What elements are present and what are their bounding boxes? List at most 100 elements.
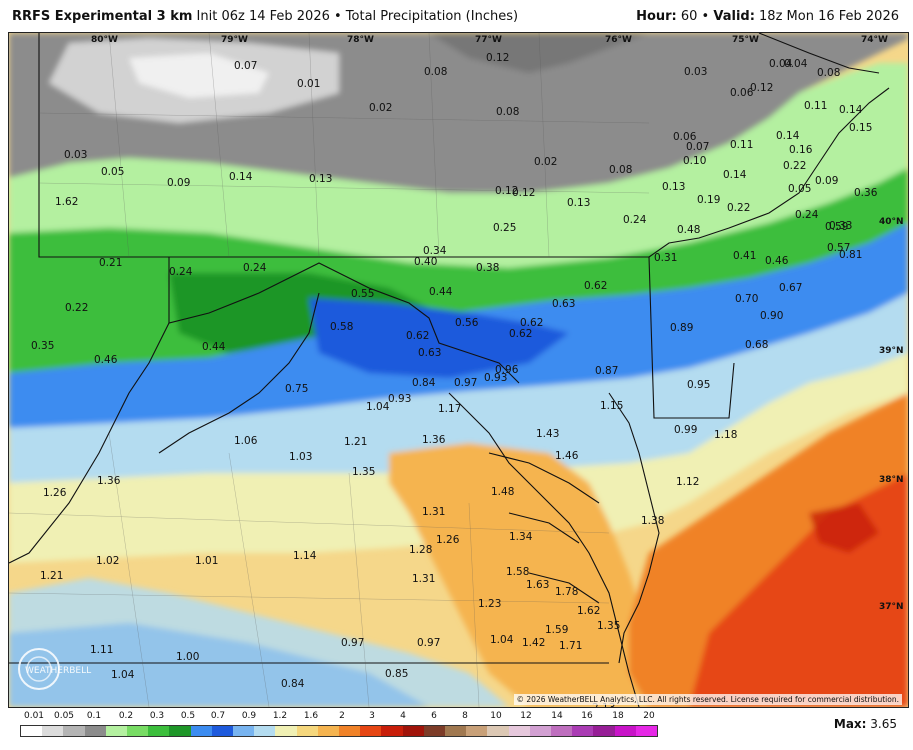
precip-value-label: 0.55: [351, 288, 374, 300]
precip-value-label: 1.23: [478, 598, 501, 610]
precip-value-label: 0.68: [745, 339, 768, 351]
precip-value-label: 0.62: [584, 280, 607, 292]
legend-tick-label: 0.7: [210, 711, 226, 721]
potomac-river: [488, 452, 600, 504]
precip-value-label: 0.99: [674, 424, 697, 436]
precip-value-label: 1.11: [90, 644, 113, 656]
legend-tick-label: 0.9: [241, 711, 257, 721]
precip-value-label: 0.03: [64, 149, 87, 161]
precip-value-label: 0.97: [417, 637, 440, 649]
precip-value-label: 0.36: [854, 187, 878, 199]
precip-value-label: 0.56: [455, 317, 479, 329]
max-value: Max: 3.65: [834, 717, 897, 731]
precip-value-label: 0.14: [229, 171, 253, 183]
legend-swatch: [254, 726, 276, 736]
legend-swatch: [381, 726, 403, 736]
state-boundaries: [9, 33, 890, 707]
pa-border: [38, 33, 649, 258]
legend-tick-label: 2: [339, 711, 345, 721]
precip-value-label: 0.62: [406, 330, 429, 342]
legend-tick-label: 3: [369, 711, 375, 721]
legend-tick-label: 0.1: [86, 711, 102, 721]
logo-text: WEATHERBELL: [25, 666, 91, 676]
precip-value-label: 0.84: [281, 678, 305, 690]
precip-value-label: 0.04: [784, 58, 808, 70]
legend-tick-label: 12: [520, 711, 532, 721]
precip-value-label: 0.62: [520, 317, 543, 329]
precip-value-label: 0.24: [169, 266, 193, 278]
product-description: Init 06z 14 Feb 2026 • Total Precipitati…: [192, 9, 519, 24]
precip-value-label: 1.26: [436, 534, 460, 546]
precip-value-label: 0.24: [795, 209, 819, 221]
precip-value-label: 0.67: [779, 282, 802, 294]
precip-value-label: 0.12: [750, 82, 773, 94]
precip-value-label: 0.57: [827, 242, 850, 254]
legend-tick-label: 6: [431, 711, 437, 721]
precip-value-label: 1.21: [40, 570, 63, 582]
precip-value-label: 0.09: [815, 175, 838, 187]
precip-value-label: 0.24: [243, 262, 267, 274]
map-canvas: 80°W 79°W 78°W 77°W 76°W 75°W 74°W 40°N …: [9, 33, 908, 707]
precip-value-label: 0.19: [697, 194, 720, 206]
legend-tick-label: 14: [551, 711, 563, 721]
precip-value-label: 1.34: [509, 531, 533, 543]
legend-tick-label: 0.2: [118, 711, 134, 721]
lat-label: 37°N: [879, 602, 904, 612]
legend-tick-label: 0.01: [23, 711, 45, 721]
legend-tick-label: 18: [612, 711, 624, 721]
precip-value-labels: 0.07 0.01 0.02 0.08 0.12 0.08 0.02 0.03 0.04 0.08…: [31, 52, 878, 707]
precip-value-label: 1.38: [641, 515, 664, 527]
precip-value-label: 0.14: [776, 130, 800, 142]
precip-value-label: 0.08: [817, 67, 840, 79]
precip-value-label: 1.36: [97, 475, 121, 487]
precip-value-label: 0.08: [496, 106, 519, 118]
precip-value-label: 0.44: [429, 286, 453, 298]
legend-tick-label: 0.05: [53, 711, 75, 721]
precip-value-label: 0.24: [623, 214, 647, 226]
precip-value-label: 1.42: [522, 637, 545, 649]
lon-label: 79°W: [221, 35, 248, 45]
precip-value-label: 1.06: [234, 435, 258, 447]
precip-value-label: 0.03: [684, 66, 707, 78]
legend-swatch: [317, 726, 340, 736]
precip-value-label: 0.10: [683, 155, 706, 167]
valid-time: Hour: 60 • Valid: 18z Mon 16 Feb 2026: [636, 9, 899, 24]
lon-label: 80°W: [91, 35, 118, 45]
legend-swatch: [445, 726, 467, 736]
precip-value-label: 1.28: [409, 544, 432, 556]
lon-label: 78°W: [347, 35, 374, 45]
precip-value-label: 0.15: [849, 122, 872, 134]
precip-value-label: 0.96: [495, 364, 519, 376]
precip-value-label: 1.04: [490, 634, 514, 646]
precip-value-label: 1.48: [491, 486, 514, 498]
legend-swatch: [105, 726, 128, 736]
precip-value-label: 0.05: [788, 183, 811, 195]
legend-tick-label: 0.3: [149, 711, 165, 721]
legend-swatch: [572, 726, 594, 736]
precip-value-label: 0.12: [512, 187, 535, 199]
precip-legend: 0.01 0.05 0.1 0.2 0.3 0.5 0.7 0.9 1.2 1.6 2 3 4 6 8 10 1…: [0, 708, 913, 750]
precip-value-label: 0.93: [484, 372, 507, 384]
precip-value-label: 0.01: [297, 78, 320, 90]
precip-value-label: 0.12: [495, 185, 518, 197]
precip-value-label: 1.12: [676, 476, 699, 488]
precip-value-label: 0.25: [493, 222, 516, 234]
precip-value-label: 1.62: [577, 605, 600, 617]
precip-value-label: 0.48: [677, 224, 700, 236]
legend-tick-label: 10: [490, 711, 502, 721]
model-name: RRFS Experimental 3 km: [12, 9, 193, 24]
precip-value-label: 0.12: [486, 52, 509, 64]
precip-value-label: 1.14: [293, 550, 317, 562]
precip-value-label: 1.62: [55, 196, 78, 208]
legend-swatch: [360, 726, 382, 736]
precip-value-label: 1.46: [555, 450, 579, 462]
precip-value-label: 0.62: [509, 328, 532, 340]
precip-value-label: 0.16: [789, 144, 813, 156]
legend-tick-label: 8: [462, 711, 468, 721]
precip-value-label: 0.93: [388, 393, 411, 405]
precip-value-label: 0.08: [424, 66, 447, 78]
precip-value-label: 0.63: [418, 347, 441, 359]
precip-value-label: 0.81: [839, 249, 862, 261]
legend-swatch: [211, 726, 234, 736]
precip-value-label: 1.35: [352, 466, 375, 478]
